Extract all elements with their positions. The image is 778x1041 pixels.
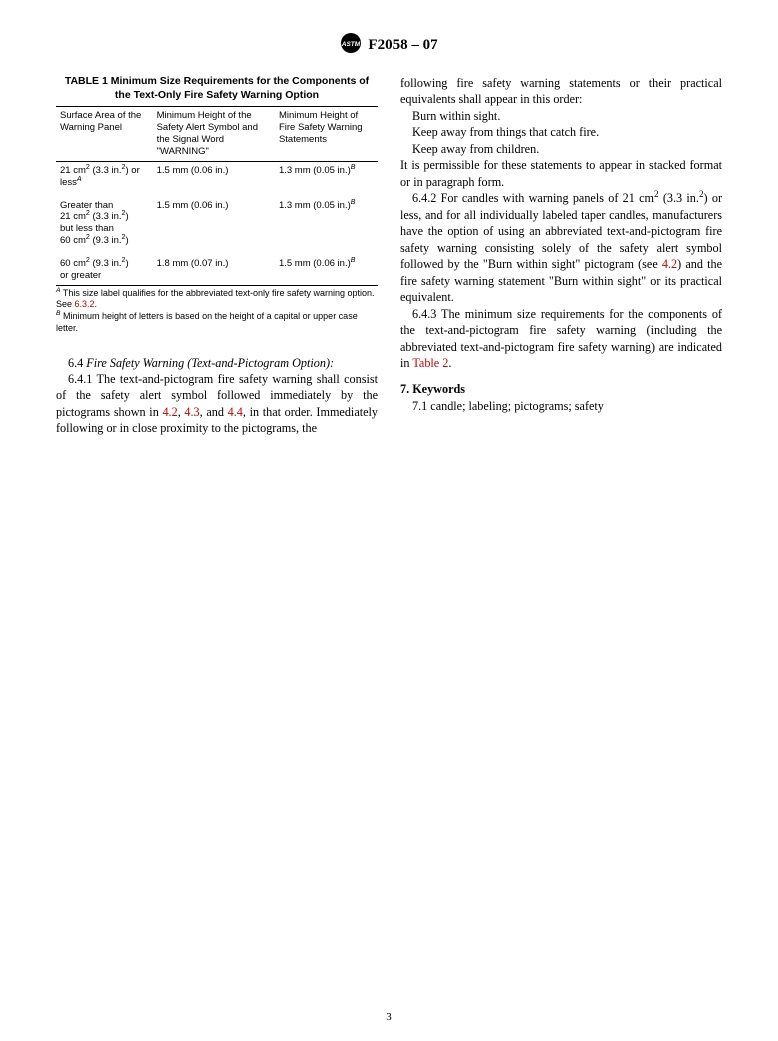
- para-6-4-2: 6.4.2 For candles with warning panels of…: [400, 190, 722, 305]
- table1-footnotes: A This size label qualifies for the abbr…: [56, 288, 378, 335]
- xref-4-2b[interactable]: 4.2: [662, 257, 677, 271]
- warning-line-3: Keep away from children.: [400, 141, 722, 157]
- para-6-4-3: 6.4.3 The minimum size requirements for …: [400, 306, 722, 372]
- table-row: 21 cm2 (3.3 in.2) or lessA 1.5 mm (0.06 …: [56, 161, 378, 191]
- table1-col3-header: Minimum Height of Fire Safety Warning St…: [275, 107, 378, 162]
- para-6-4-1: 6.4.1 The text-and-pictogram fire safety…: [56, 371, 378, 437]
- xref-4-3[interactable]: 4.3: [184, 405, 199, 419]
- para-641-permissible: It is permissible for these statements t…: [400, 157, 722, 190]
- astm-logo-icon: ASTM: [340, 32, 362, 59]
- right-column: following fire safety warning statements…: [400, 75, 722, 437]
- xref-table2[interactable]: Table 2: [412, 356, 448, 370]
- table1-col1-header: Surface Area of the Warning Panel: [56, 107, 153, 162]
- page-header: ASTM F2058 – 07: [56, 32, 722, 59]
- section-6-4-heading: 6.4 Fire Safety Warning (Text-and-Pictog…: [56, 355, 378, 371]
- designation: F2058 – 07: [368, 37, 437, 54]
- table-row: Greater than21 cm2 (3.3 in.2)but less th…: [56, 192, 378, 251]
- para-641-continued: following fire safety warning statements…: [400, 75, 722, 108]
- footnote-link-632[interactable]: 6.3.2: [75, 299, 95, 309]
- table1-title: TABLE 1 Minimum Size Requirements for th…: [56, 75, 378, 102]
- page-number: 3: [0, 1011, 778, 1023]
- keywords-body: 7.1 candle; labeling; pictograms; safety: [400, 398, 722, 414]
- section-7-heading: 7. Keywords: [400, 381, 722, 397]
- left-column: TABLE 1 Minimum Size Requirements for th…: [56, 75, 378, 437]
- xref-4-2[interactable]: 4.2: [162, 405, 177, 419]
- table-row: 60 cm2 (9.3 in.2)or greater 1.8 mm (0.07…: [56, 250, 378, 285]
- warning-line-2: Keep away from things that catch fire.: [400, 124, 722, 140]
- table1-col2-header: Minimum Height of the Safety Alert Symbo…: [153, 107, 275, 162]
- svg-text:ASTM: ASTM: [341, 41, 361, 48]
- table1: Surface Area of the Warning Panel Minimu…: [56, 106, 378, 286]
- warning-line-1: Burn within sight.: [400, 108, 722, 124]
- xref-4-4[interactable]: 4.4: [228, 405, 243, 419]
